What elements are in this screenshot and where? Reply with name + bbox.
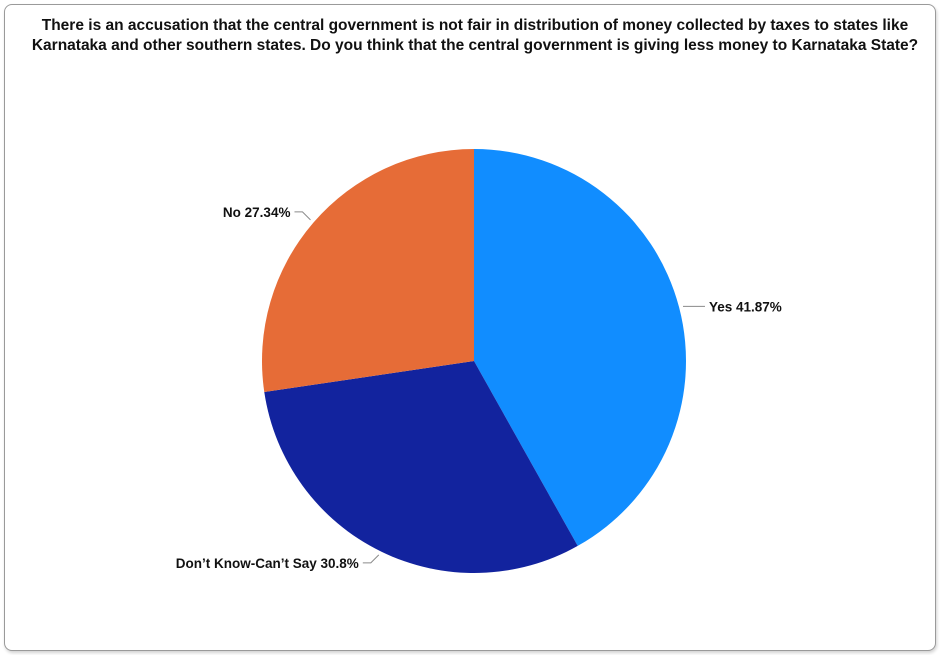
leader-line xyxy=(362,554,380,564)
leader-line xyxy=(294,211,311,221)
pie-slice-yes[interactable] xyxy=(474,149,686,546)
pie-slice-don-t-know-can-t-say[interactable] xyxy=(264,361,578,573)
pie-slice-no[interactable] xyxy=(262,149,474,393)
chart-title: There is an accusation that the central … xyxy=(31,17,919,54)
data-label: Yes 41.87% xyxy=(709,299,782,314)
data-label: Don’t Know-Can’t Say 30.8% xyxy=(176,556,359,571)
data-label: No 27.34% xyxy=(223,205,291,220)
